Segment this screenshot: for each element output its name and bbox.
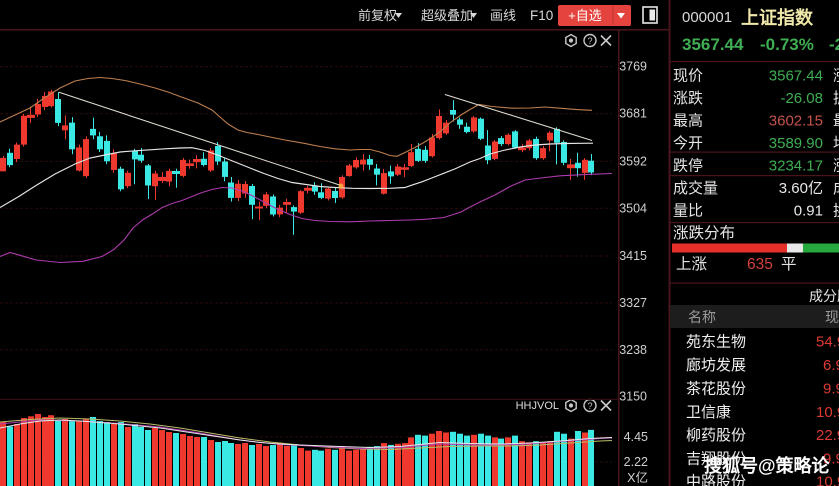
svg-text:9.9: 9.9 <box>823 451 839 468</box>
svg-text:涨跌: 涨跌 <box>673 90 703 107</box>
svg-text:-0.73%: -0.73% <box>760 35 814 54</box>
svg-text:3150: 3150 <box>619 390 647 404</box>
svg-text:成分股: 成分股 <box>809 288 839 304</box>
svg-text:6.9: 6.9 <box>823 357 839 374</box>
svg-text:柳药股份: 柳药股份 <box>686 427 746 444</box>
svg-text:3602.15: 3602.15 <box>769 113 823 130</box>
svg-text:成交量: 成交量 <box>673 179 718 197</box>
svg-text:名称: 名称 <box>688 309 716 325</box>
svg-text:3567.44: 3567.44 <box>682 35 744 54</box>
svg-text:0.91: 0.91 <box>794 203 823 220</box>
svg-text:振: 振 <box>833 90 839 107</box>
svg-text:22.9: 22.9 <box>816 427 839 444</box>
svg-text:635: 635 <box>747 256 773 273</box>
svg-text:3327: 3327 <box>619 296 647 310</box>
svg-text:3769: 3769 <box>619 60 647 74</box>
svg-text:廊坊发展: 廊坊发展 <box>686 357 746 374</box>
svg-text:X亿: X亿 <box>627 470 648 485</box>
svg-text:超级叠加: 超级叠加 <box>421 8 473 23</box>
svg-text:最高: 最高 <box>673 113 703 130</box>
svg-text:9.9: 9.9 <box>823 381 839 398</box>
svg-text:3681: 3681 <box>619 107 647 121</box>
svg-text:上证指数: 上证指数 <box>741 7 814 28</box>
svg-text:上涨: 上涨 <box>676 255 708 273</box>
svg-text:搜狐号@策略论: 搜狐号@策略论 <box>704 455 831 476</box>
svg-text:10.9: 10.9 <box>816 404 839 421</box>
svg-text:F10: F10 <box>530 8 553 23</box>
svg-text:量比: 量比 <box>673 203 703 220</box>
svg-text:?: ? <box>587 401 592 411</box>
svg-text:涨: 涨 <box>833 68 839 85</box>
svg-text:3.60亿: 3.60亿 <box>779 180 823 197</box>
svg-text:54.9: 54.9 <box>816 334 839 351</box>
svg-text:今开: 今开 <box>673 135 703 152</box>
svg-text:涨跌分布: 涨跌分布 <box>673 224 735 242</box>
svg-text:3567.44: 3567.44 <box>769 68 823 85</box>
svg-text:3415: 3415 <box>619 249 647 263</box>
svg-text:?: ? <box>587 36 592 46</box>
svg-text:现价: 现价 <box>673 68 703 85</box>
svg-text:中路股份: 中路股份 <box>686 474 746 486</box>
svg-text:平: 平 <box>781 256 797 273</box>
svg-text:3504: 3504 <box>619 201 647 215</box>
svg-text:茶花股份: 茶花股份 <box>686 381 746 398</box>
svg-text:成: 成 <box>833 180 839 197</box>
svg-text:HHJVOL: HHJVOL <box>516 400 559 412</box>
svg-text:最: 最 <box>833 113 839 130</box>
svg-text:10.9: 10.9 <box>816 474 839 486</box>
svg-text:卫信康: 卫信康 <box>686 404 731 421</box>
svg-text:4.45: 4.45 <box>624 430 648 444</box>
svg-text:2.22: 2.22 <box>624 455 648 469</box>
svg-text:吉翔股份: 吉翔股份 <box>686 451 746 468</box>
svg-text:+自选: +自选 <box>568 8 602 23</box>
svg-text:苑东生物: 苑东生物 <box>686 334 746 351</box>
svg-text:跌停: 跌停 <box>673 158 703 175</box>
svg-text:均: 均 <box>833 135 839 152</box>
svg-text:前复权: 前复权 <box>358 8 397 23</box>
svg-text:000001: 000001 <box>682 9 732 26</box>
svg-text:3238: 3238 <box>619 343 647 357</box>
svg-text:画线: 画线 <box>490 8 516 23</box>
svg-text:现价: 现价 <box>825 309 839 325</box>
svg-text:3589.90: 3589.90 <box>769 135 823 152</box>
svg-text:涨: 涨 <box>833 158 839 175</box>
svg-text:3592: 3592 <box>619 154 647 168</box>
svg-text:换: 换 <box>833 203 839 220</box>
svg-text:-26.08: -26.08 <box>780 90 823 107</box>
svg-text:3234.17: 3234.17 <box>769 158 823 175</box>
svg-text:-26.08: -26.08 <box>829 35 839 54</box>
